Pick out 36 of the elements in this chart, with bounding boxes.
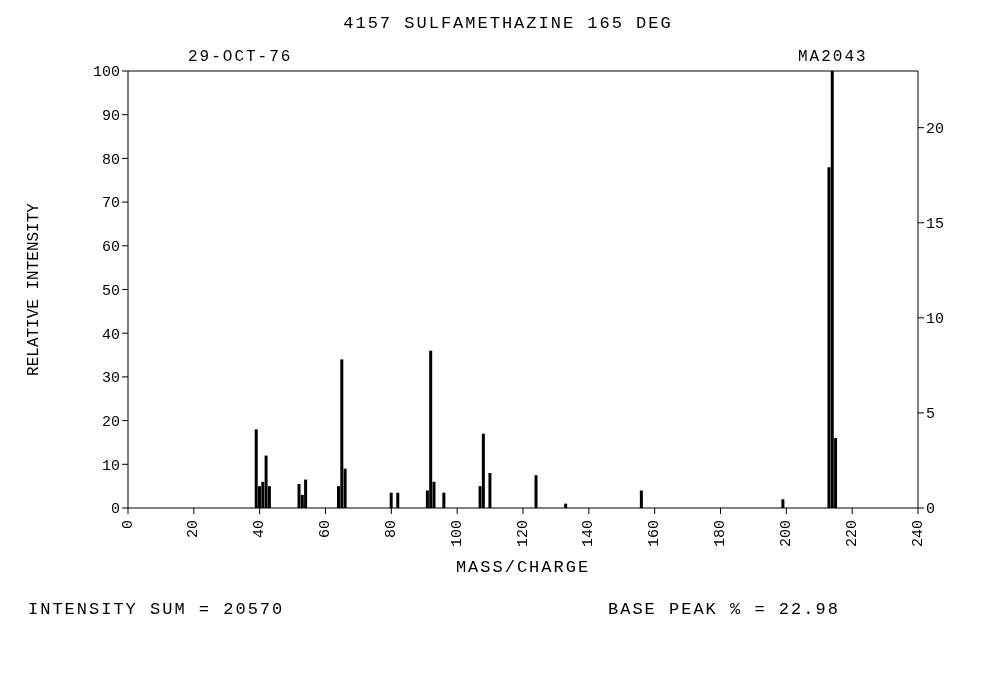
x-tick-label: 40 [251, 520, 269, 539]
y-tick-label: 10 [101, 457, 120, 475]
y2-tick-label: 0 [926, 501, 936, 519]
x-tick-label: 120 [514, 520, 532, 548]
y-tick-label: 90 [101, 108, 120, 126]
x-axis-title: MASS/CHARGE [455, 558, 591, 577]
y-tick-label: 50 [101, 282, 120, 300]
y-tick-label: 30 [101, 370, 120, 388]
x-tick-label: 100 [448, 520, 466, 548]
y-tick-label: 20 [101, 413, 120, 431]
text: 29-OCT-76 [188, 48, 293, 66]
text: MA2043 [798, 48, 868, 66]
x-tick-label: 200 [777, 520, 795, 548]
y-tick-label: 70 [101, 195, 120, 213]
y2-tick-label: 10 [926, 311, 945, 329]
y-axis-title: RELATIVE INTENSITY [24, 202, 43, 376]
y-tick-label: 100 [92, 64, 120, 82]
x-tick-label: 0 [119, 520, 137, 530]
chart-title: 4157 SULFAMETHAZINE 165 DEG [342, 14, 674, 33]
y2-tick-label: 5 [926, 406, 936, 424]
y2-tick-label: 20 [926, 120, 945, 138]
text: INTENSITY SUM = 20570 [28, 600, 285, 619]
x-tick-label: 240 [909, 520, 927, 548]
x-tick-label: 160 [646, 520, 664, 548]
x-tick-label: 60 [317, 520, 334, 539]
y-tick-label: 80 [101, 151, 120, 169]
y-tick-label: 60 [101, 239, 120, 257]
x-tick-label: 140 [580, 520, 598, 548]
y-tick-label: 40 [101, 326, 120, 344]
x-tick-label: 20 [185, 520, 203, 539]
x-tick-label: 80 [382, 520, 400, 539]
text: BASE PEAK % = 22.98 [608, 600, 840, 619]
y2-tick-label: 15 [926, 216, 945, 234]
y-tick-label: 0 [110, 501, 120, 519]
x-tick-label: 180 [712, 520, 729, 548]
x-tick-label: 220 [843, 520, 861, 548]
